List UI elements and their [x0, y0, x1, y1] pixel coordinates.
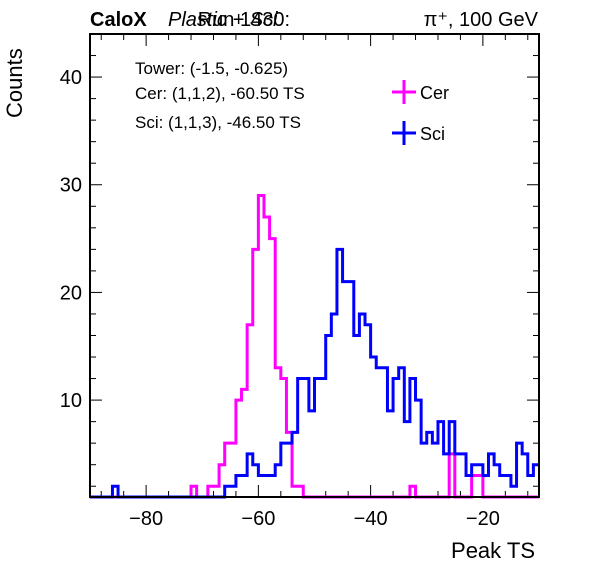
legend: Cer Sci — [392, 80, 449, 145]
y-axis-label: Counts — [2, 48, 27, 118]
info-line-cer: Cer: (1,1,2), -60.50 TS — [135, 84, 305, 103]
header-beam: π⁺, 100 GeV — [424, 9, 539, 31]
series-line-cer — [90, 194, 539, 499]
header-run: Run 1430: — [198, 9, 290, 31]
y-tick-label: 10 — [60, 390, 82, 412]
legend-label-sci: Sci — [420, 124, 445, 144]
legend-label-cer: Cer — [420, 83, 449, 103]
x-tick-label: −80 — [129, 508, 163, 530]
legend-entry-cer: Cer — [392, 80, 449, 104]
legend-entry-sci: Sci — [392, 121, 445, 145]
info-box: Tower: (-1.5, -0.625) Cer: (1,1,2), -60.… — [135, 59, 305, 132]
header-brand: CaloX — [90, 9, 147, 31]
x-tick-label: −60 — [241, 508, 275, 530]
x-tick-label: −20 — [466, 508, 500, 530]
plot-frame — [89, 33, 540, 498]
info-line-tower: Tower: (-1.5, -0.625) — [135, 59, 288, 78]
header-material: Plastic + Sci — [168, 9, 278, 31]
y-tick-label: 40 — [60, 67, 82, 89]
y-tick-label: 20 — [60, 282, 82, 304]
x-tick-label: −40 — [354, 508, 388, 530]
info-line-sci: Sci: (1,1,3), -46.50 TS — [135, 113, 301, 132]
histogram-series — [90, 194, 539, 499]
x-axis-label: Peak TS — [451, 538, 535, 563]
series-line-sci — [90, 247, 539, 499]
y-tick-label: 30 — [60, 175, 82, 197]
axis-ticks: −80 −60 −40 −20 10 20 30 40 — [60, 34, 539, 530]
